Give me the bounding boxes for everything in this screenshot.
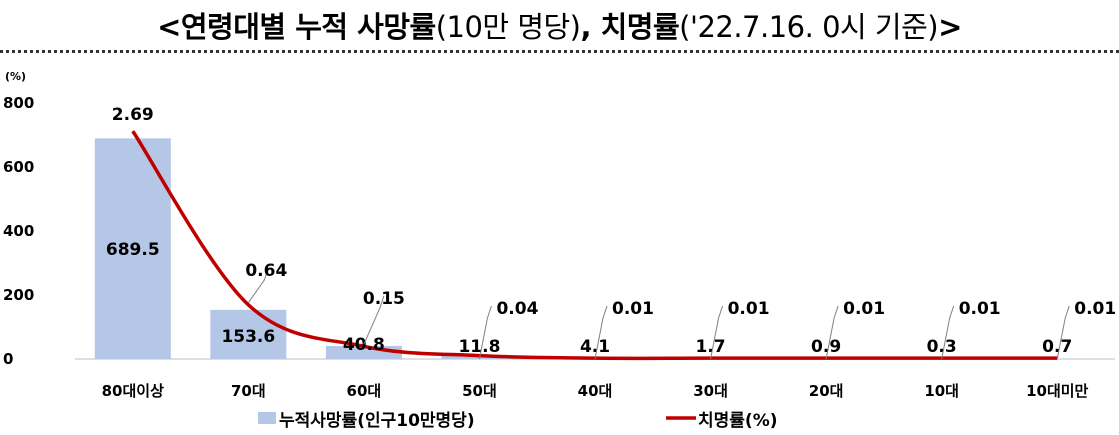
y-tick-label: 600 [3,158,34,176]
line-value-label: 0.01 [612,299,654,319]
y-tick-label: 400 [3,222,34,240]
title-part-5: > [938,10,962,44]
title-part-4: ('22.7.16. 0시 기준) [679,10,939,44]
bar-value-label: 153.6 [221,327,275,347]
line-value-label: 0.04 [496,299,538,319]
bar-value-label: 0.9 [811,337,841,357]
title-divider [0,50,1119,53]
title-part-2: (10만 명당) [435,10,581,44]
leader-line [594,305,608,360]
legend-swatch-bar [258,412,276,424]
legend-label-line: 치명률(%) [698,411,778,431]
fatality-line [131,130,1058,361]
title-part-1: <연령대별 누적 사망률 [157,10,436,44]
leader-line [1056,305,1070,360]
chart-title: <연령대별 누적 사망률(10만 명당), 치명률('22.7.16. 0시 기… [0,4,1119,46]
leader-line [478,305,492,360]
line-value-label: 0.01 [728,299,770,319]
leader-line [825,305,839,360]
bar-value-label: 40.8 [343,335,385,355]
x-tick-label: 10대미만 [1026,382,1088,400]
bar-value-label: 1.7 [695,337,725,357]
leader-line [710,305,724,360]
x-tick-label: 30대 [693,382,728,400]
leader-line [363,295,385,345]
y-unit-label: (%) [5,70,26,83]
x-tick-label: 80대이상 [102,382,164,400]
line-value-label: 0.01 [959,299,1001,319]
x-tick-label: 40대 [578,382,613,400]
bar-value-label: 11.8 [458,337,500,357]
line-value-label: 0.64 [245,261,287,281]
x-tick-label: 50대 [462,382,497,400]
title-part-3: , 치명률 [580,10,680,44]
y-tick-label: 0 [3,350,13,368]
line-value-label: 0.01 [843,299,885,319]
y-tick-label: 200 [3,286,34,304]
leader-line [247,267,269,304]
line-value-label: 0.15 [363,289,405,309]
bar-value-label: 689.5 [106,240,160,260]
y-tick-label: 800 [3,94,34,112]
line-value-label: 0.01 [1074,299,1116,319]
bar-value-label: 0.7 [1042,337,1072,357]
x-tick-label: 70대 [231,382,266,400]
x-tick-label: 60대 [347,382,382,400]
legend-label-bar: 누적사망률(인구10만명당) [279,411,475,431]
x-tick-label: 20대 [809,382,844,400]
line-value-label: 2.69 [112,105,154,125]
bar [210,309,287,359]
x-tick-label: 10대 [924,382,959,400]
bar-value-label: 0.3 [927,337,957,357]
bar-value-label: 4.1 [580,337,610,357]
leader-line [941,305,955,360]
